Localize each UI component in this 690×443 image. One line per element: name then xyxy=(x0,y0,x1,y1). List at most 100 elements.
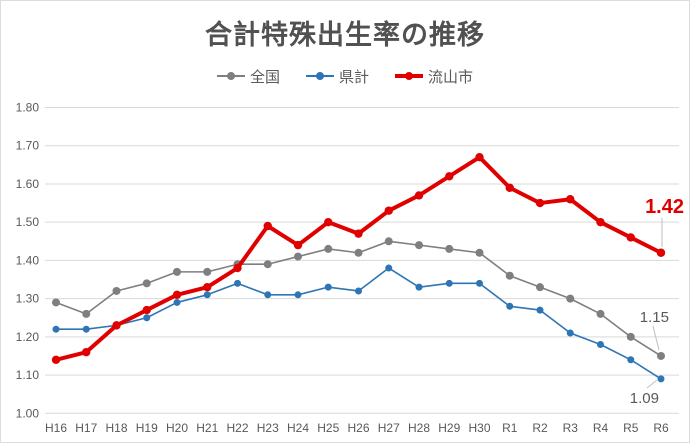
data-label-leader xyxy=(646,379,658,389)
x-axis-label: R6 xyxy=(653,421,669,435)
series-marker-prefecture xyxy=(657,375,665,383)
series-marker-nagareyama xyxy=(626,233,635,242)
series-marker-national xyxy=(445,244,454,253)
series-marker-national xyxy=(52,298,60,307)
series-marker-national xyxy=(626,332,635,341)
series-marker-prefecture xyxy=(536,306,544,314)
series-marker-prefecture xyxy=(506,302,514,310)
series-marker-prefecture xyxy=(143,314,151,322)
series-marker-national xyxy=(142,279,151,288)
series-marker-national xyxy=(566,294,575,303)
x-axis-label: H25 xyxy=(317,421,339,435)
series-marker-nagareyama xyxy=(82,347,91,357)
chart-title: 合計特殊出生率の推移 xyxy=(205,20,485,50)
data-label-leader xyxy=(652,325,660,351)
series-marker-national xyxy=(203,267,212,276)
x-axis-label: H23 xyxy=(257,421,279,435)
x-axis-label: R1 xyxy=(502,421,518,435)
series-marker-nagareyama xyxy=(656,248,666,257)
x-axis-label: H30 xyxy=(468,421,490,435)
series-marker-nagareyama xyxy=(172,290,182,300)
series-marker-prefecture xyxy=(627,356,635,364)
legend-marker-national-icon xyxy=(216,71,245,81)
series-marker-national xyxy=(82,309,91,318)
series-marker-national xyxy=(657,351,665,360)
x-axis-label: R3 xyxy=(563,421,579,435)
series-marker-nagareyama xyxy=(445,172,454,181)
x-axis-label: H22 xyxy=(226,421,248,435)
y-axis-label: 1.20 xyxy=(16,330,40,344)
series-marker-nagareyama xyxy=(203,282,212,292)
series-marker-national xyxy=(505,271,514,280)
legend-label-national: 全国 xyxy=(249,68,280,86)
x-axis-label: H20 xyxy=(166,421,188,435)
legend-marker-nagareyama-icon xyxy=(395,71,423,81)
series-line-nagareyama xyxy=(54,155,663,362)
legend-label-prefecture: 県計 xyxy=(338,68,369,86)
series-marker-prefecture xyxy=(173,298,181,306)
x-axis-label: R4 xyxy=(593,421,609,435)
series-marker-nagareyama xyxy=(414,191,424,200)
series-marker-prefecture xyxy=(294,291,302,299)
x-axis-label: H28 xyxy=(408,421,430,435)
series-marker-nagareyama xyxy=(596,217,605,227)
chart-legend: 全国 県計 流山市 xyxy=(1,63,689,89)
series-marker-national xyxy=(173,267,181,276)
series-marker-nagareyama xyxy=(112,321,121,330)
series-marker-prefecture xyxy=(476,279,483,287)
y-axis-label: 1.00 xyxy=(16,406,40,420)
series-marker-nagareyama xyxy=(505,183,514,192)
y-axis-label: 1.10 xyxy=(16,368,40,382)
series-marker-national xyxy=(536,283,544,292)
series-marker-prefecture xyxy=(264,291,272,299)
series-marker-nagareyama xyxy=(384,206,393,215)
series-marker-prefecture xyxy=(234,279,241,287)
y-axis-label: 1.70 xyxy=(16,139,40,153)
y-axis-label: 1.50 xyxy=(16,215,40,229)
series-marker-national xyxy=(354,248,363,257)
legend-item-national: 全国 xyxy=(216,66,280,87)
legend-marker-prefecture-icon xyxy=(305,71,334,81)
series-marker-prefecture xyxy=(355,287,362,295)
series-marker-nagareyama xyxy=(142,305,151,315)
series-marker-national xyxy=(112,286,121,295)
x-axis-label: H24 xyxy=(287,421,309,435)
series-marker-national xyxy=(324,244,333,253)
series-marker-nagareyama xyxy=(535,198,545,208)
x-axis-label: H27 xyxy=(378,421,400,435)
x-axis-label: H26 xyxy=(347,421,369,435)
x-axis-label: H17 xyxy=(75,421,97,435)
x-axis-label: H29 xyxy=(438,421,460,435)
series-marker-nagareyama xyxy=(233,263,242,273)
y-axis-label: 1.30 xyxy=(16,292,40,306)
series-marker-national xyxy=(596,309,605,318)
x-axis-label: R2 xyxy=(532,421,548,435)
series-marker-prefecture xyxy=(203,291,211,299)
series-marker-nagareyama xyxy=(263,221,272,231)
data-label-national: 1.15 xyxy=(640,309,669,326)
x-axis-label: H21 xyxy=(196,421,218,435)
y-axis-label: 1.40 xyxy=(16,253,40,267)
series-marker-prefecture xyxy=(324,283,332,291)
data-label-nagareyama: 1.42 xyxy=(645,196,684,218)
series-marker-prefecture xyxy=(445,279,453,287)
legend-label-nagareyama: 流山市 xyxy=(428,68,474,86)
series-marker-national xyxy=(294,252,302,261)
series-marker-prefecture xyxy=(52,325,60,333)
series-marker-national xyxy=(415,241,423,250)
series-marker-prefecture xyxy=(415,283,423,291)
series-marker-prefecture xyxy=(385,264,393,272)
series-marker-national xyxy=(263,260,272,269)
legend-item-prefecture: 県計 xyxy=(305,66,369,87)
series-marker-prefecture xyxy=(82,325,90,333)
series-marker-prefecture xyxy=(597,340,604,348)
data-label-prefecture: 1.09 xyxy=(630,390,659,407)
series-marker-prefecture xyxy=(566,329,574,337)
series-marker-nagareyama xyxy=(475,152,484,162)
series-marker-nagareyama xyxy=(293,240,303,250)
series-marker-nagareyama xyxy=(51,355,61,364)
y-axis-label: 1.60 xyxy=(16,177,40,191)
x-axis-label: H19 xyxy=(136,421,158,435)
